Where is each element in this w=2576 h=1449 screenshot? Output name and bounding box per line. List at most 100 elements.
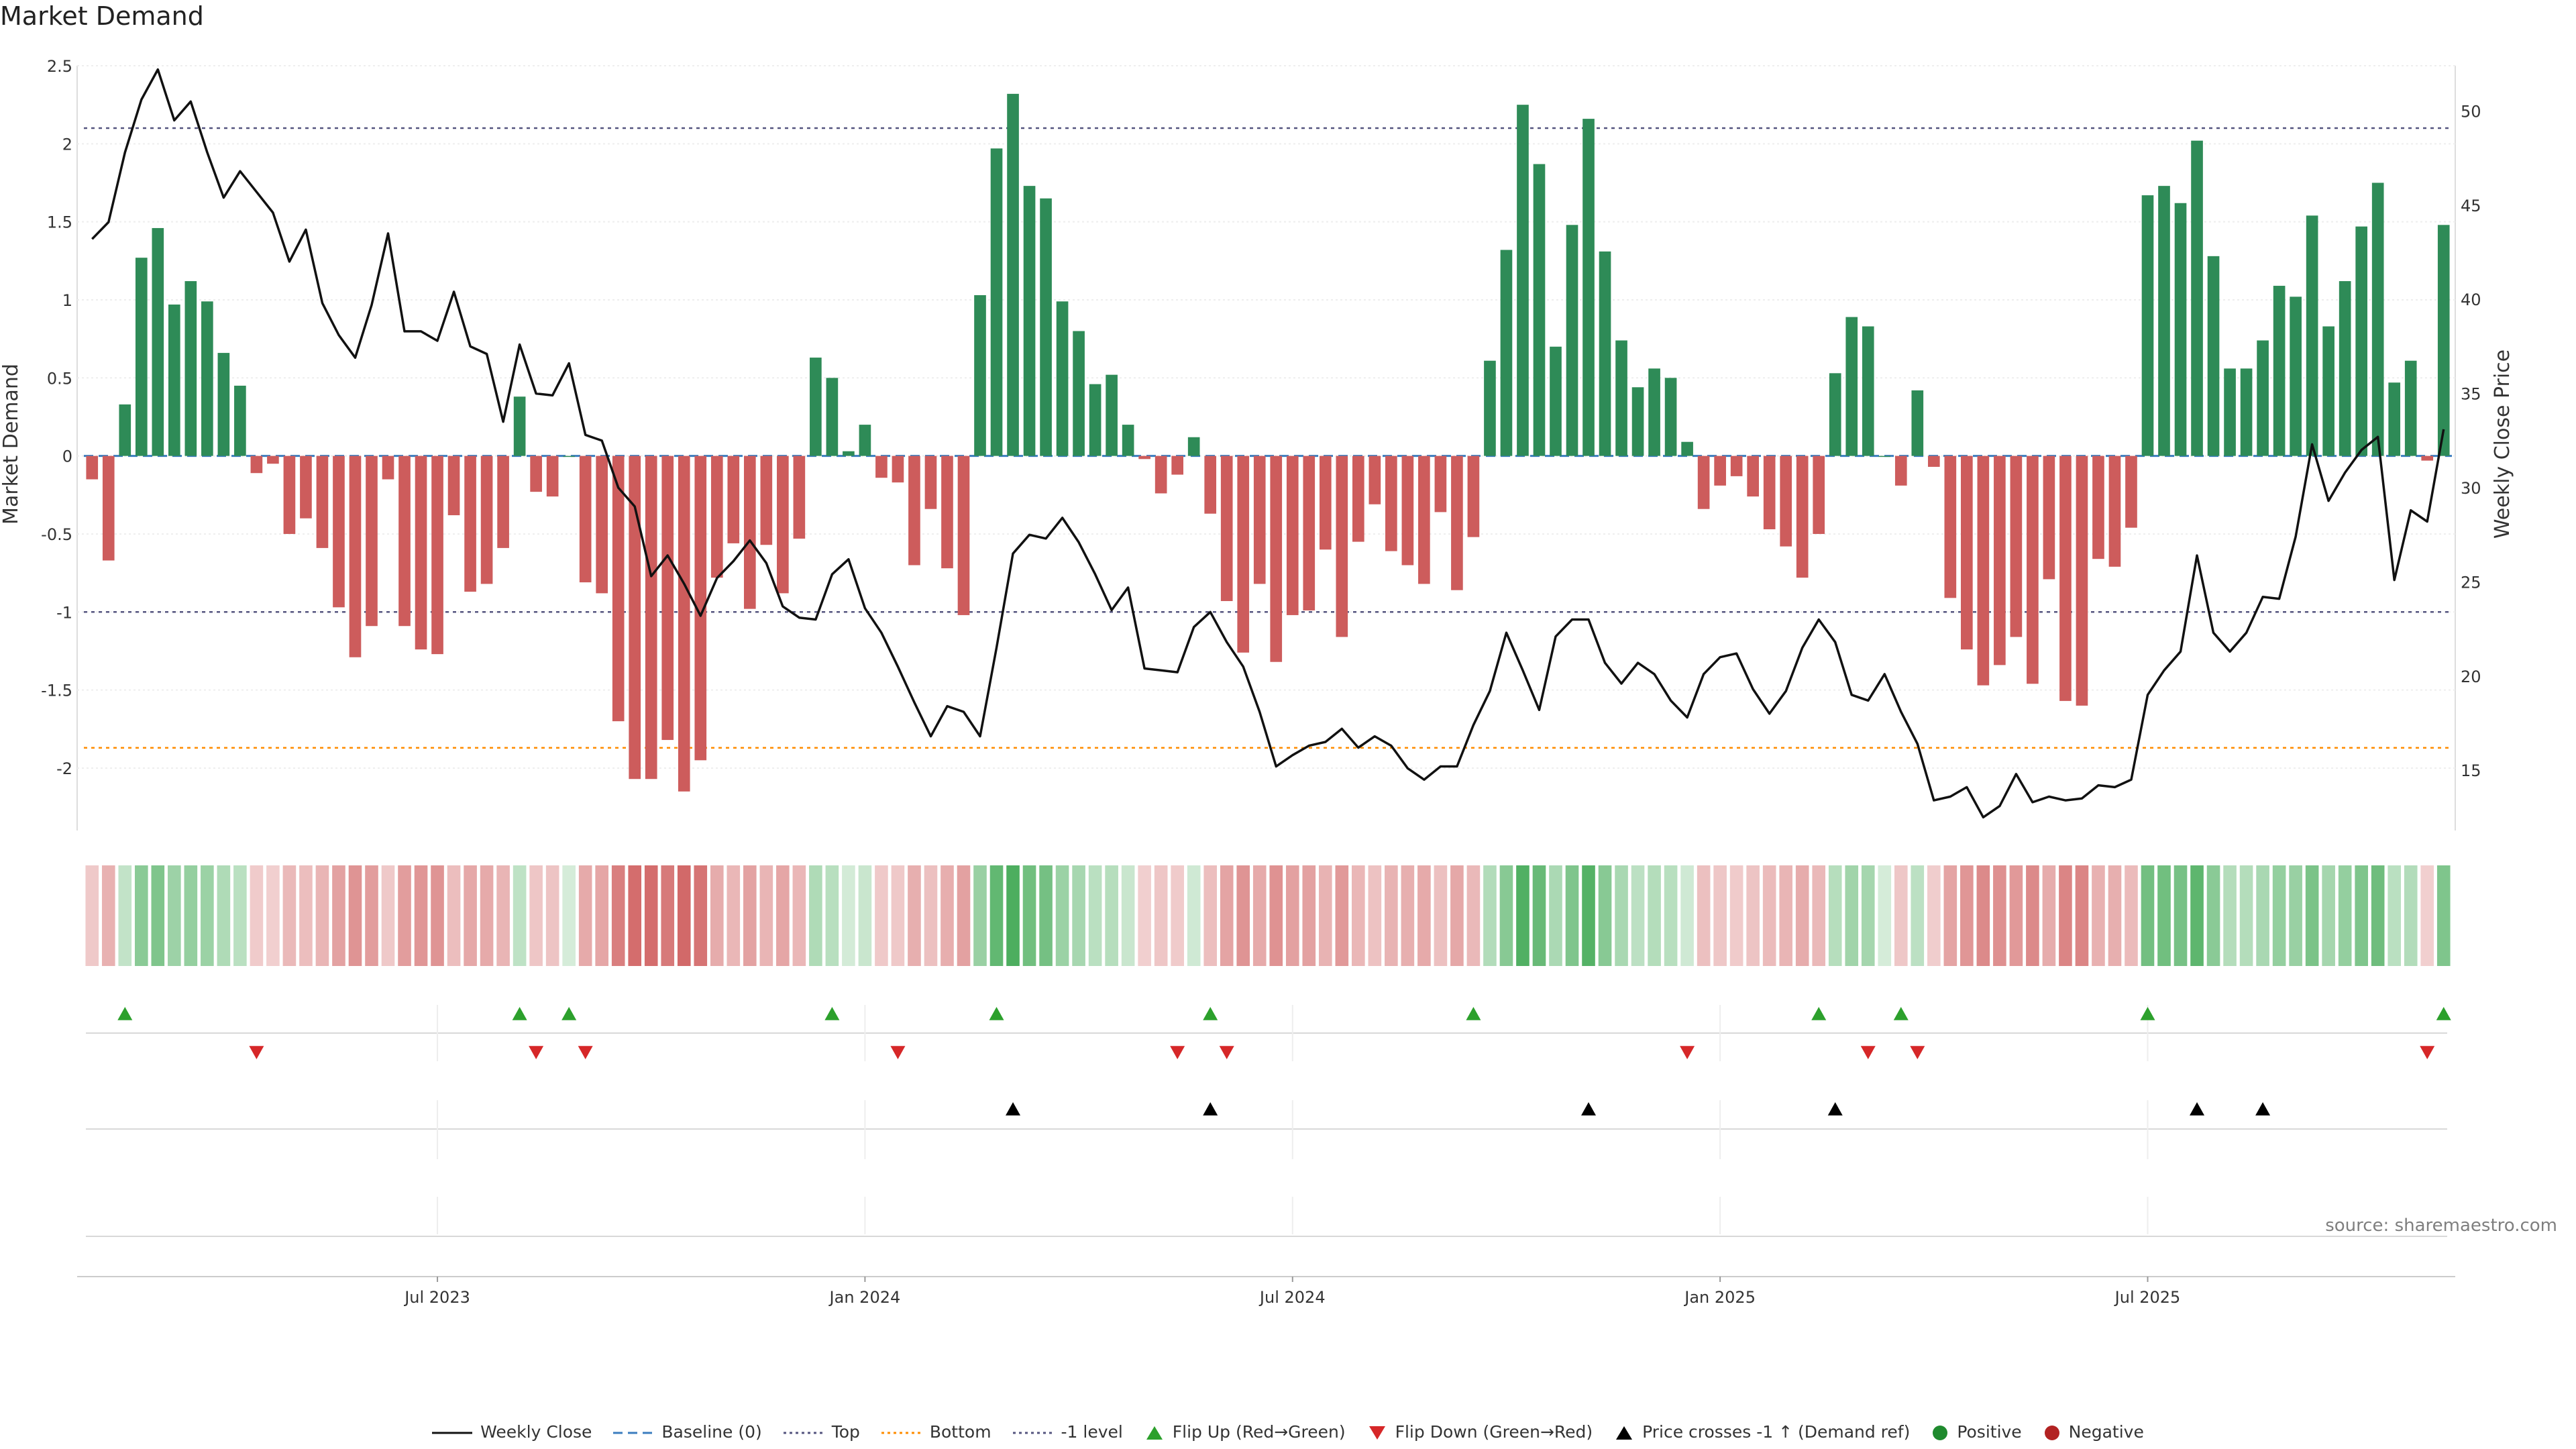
- heat-cell: [2436, 865, 2451, 966]
- heat-cell: [1795, 865, 1809, 966]
- heat-cell: [2420, 865, 2434, 966]
- demand-bar: [366, 455, 378, 627]
- demand-bar: [743, 455, 756, 609]
- heat-cell: [1401, 865, 1415, 966]
- demand-bar: [843, 451, 855, 456]
- heat-cell: [842, 865, 855, 966]
- legend-baseline: Baseline (0): [613, 1421, 762, 1442]
- demand-bar: [941, 455, 953, 569]
- demand-bar: [431, 455, 443, 655]
- demand-bar: [250, 455, 263, 474]
- demand-bar: [1517, 105, 1529, 456]
- demand-bar: [924, 455, 937, 509]
- price-cross-marker: [2255, 1102, 2271, 1116]
- heat-cell: [513, 865, 527, 966]
- heat-cell: [1861, 865, 1875, 966]
- demand-bar: [86, 455, 99, 480]
- demand-bar: [1796, 455, 1809, 578]
- heat-cell: [184, 865, 198, 966]
- heat-cell: [2355, 865, 2368, 966]
- demand-bar: [694, 455, 707, 761]
- demand-bar: [1566, 225, 1578, 456]
- demand-bar: [859, 425, 871, 456]
- legend-minus-one: -1 level: [1012, 1421, 1123, 1442]
- weekly-close-line: [91, 68, 2445, 819]
- flip-up-marker: [117, 1007, 133, 1020]
- heat-cell: [1187, 865, 1201, 966]
- demand-bar: [546, 455, 559, 497]
- demand-bar: [1894, 455, 1907, 486]
- demand-bar: [234, 385, 246, 456]
- y-tick-label: 0.5: [47, 369, 72, 388]
- demand-bar: [2355, 226, 2367, 456]
- demand-bar: [1368, 455, 1381, 504]
- heat-cell: [1203, 865, 1218, 966]
- demand-bar: [908, 455, 920, 566]
- heat-cell: [1648, 865, 1661, 966]
- heat-cell: [1713, 865, 1727, 966]
- price-cross-marker: [2190, 1102, 2205, 1116]
- demand-bar: [1780, 455, 1792, 547]
- y2-tick-label: 25: [2461, 573, 2481, 592]
- demand-bar: [1747, 455, 1759, 497]
- heat-cell: [1598, 865, 1612, 966]
- heat-cell: [1746, 865, 1760, 966]
- heat-cell: [891, 865, 905, 966]
- demand-bar: [1171, 455, 1183, 475]
- flip-up-marker: [561, 1007, 577, 1020]
- demand-bar: [2158, 186, 2170, 456]
- heat-cell: [2371, 865, 2385, 966]
- heat-cell: [957, 865, 971, 966]
- heat-cell: [628, 865, 642, 966]
- demand-bar: [596, 455, 608, 594]
- demand-bar: [267, 455, 279, 464]
- flip-down-marker: [1860, 1046, 1876, 1059]
- heat-cell: [250, 865, 264, 966]
- y-tick-label: 1.5: [47, 213, 72, 232]
- heat-cell: [1960, 865, 1974, 966]
- demand-bar: [316, 455, 329, 548]
- demand-bar: [2224, 368, 2236, 456]
- heat-cell: [1285, 865, 1299, 966]
- demand-bar: [1813, 455, 1825, 534]
- demand-bar: [333, 455, 345, 608]
- demand-bar: [2108, 455, 2121, 567]
- heat-cell: [1582, 865, 1595, 966]
- heat-cell: [1385, 865, 1398, 966]
- heat-cell: [2009, 865, 2023, 966]
- demand-bar: [1927, 455, 1940, 467]
- demand-bar: [710, 455, 723, 578]
- heat-cell: [299, 865, 313, 966]
- demand-bar: [1187, 437, 1200, 456]
- demand-bars: [86, 93, 2450, 792]
- price-cross-marker: [1203, 1102, 1218, 1116]
- demand-bar: [892, 455, 904, 483]
- demand-bar: [2404, 360, 2417, 456]
- y-tick-label: 0: [62, 447, 72, 466]
- flip-down-marker: [249, 1046, 264, 1059]
- legend-flip-down: Flip Down (Green→Red): [1367, 1422, 1593, 1442]
- demand-bar: [2043, 455, 2055, 580]
- demand-bar: [1237, 455, 1250, 653]
- demand-bar: [2257, 340, 2269, 456]
- demand-bar: [1533, 164, 1546, 456]
- heat-cell: [398, 865, 411, 966]
- heat-cell: [578, 865, 592, 966]
- demand-bar: [1615, 340, 1627, 456]
- flip-up-marker: [2140, 1007, 2155, 1020]
- demand-bar: [152, 227, 164, 456]
- heat-cell: [1697, 865, 1711, 966]
- heat-cell: [1878, 865, 1892, 966]
- flip-down-marker: [2420, 1046, 2435, 1059]
- demand-bar: [612, 455, 625, 722]
- demand-bar: [957, 455, 970, 615]
- heat-cell: [134, 865, 148, 966]
- legend-weekly-close: Weekly Close: [432, 1421, 592, 1442]
- heat-cell: [2174, 865, 2188, 966]
- heat-cell: [1302, 865, 1316, 966]
- demand-bar: [1040, 198, 1052, 456]
- heat-cell: [759, 865, 773, 966]
- demand-bar: [1681, 441, 1693, 456]
- demand-bar: [563, 455, 575, 458]
- demand-bar: [1714, 455, 1726, 486]
